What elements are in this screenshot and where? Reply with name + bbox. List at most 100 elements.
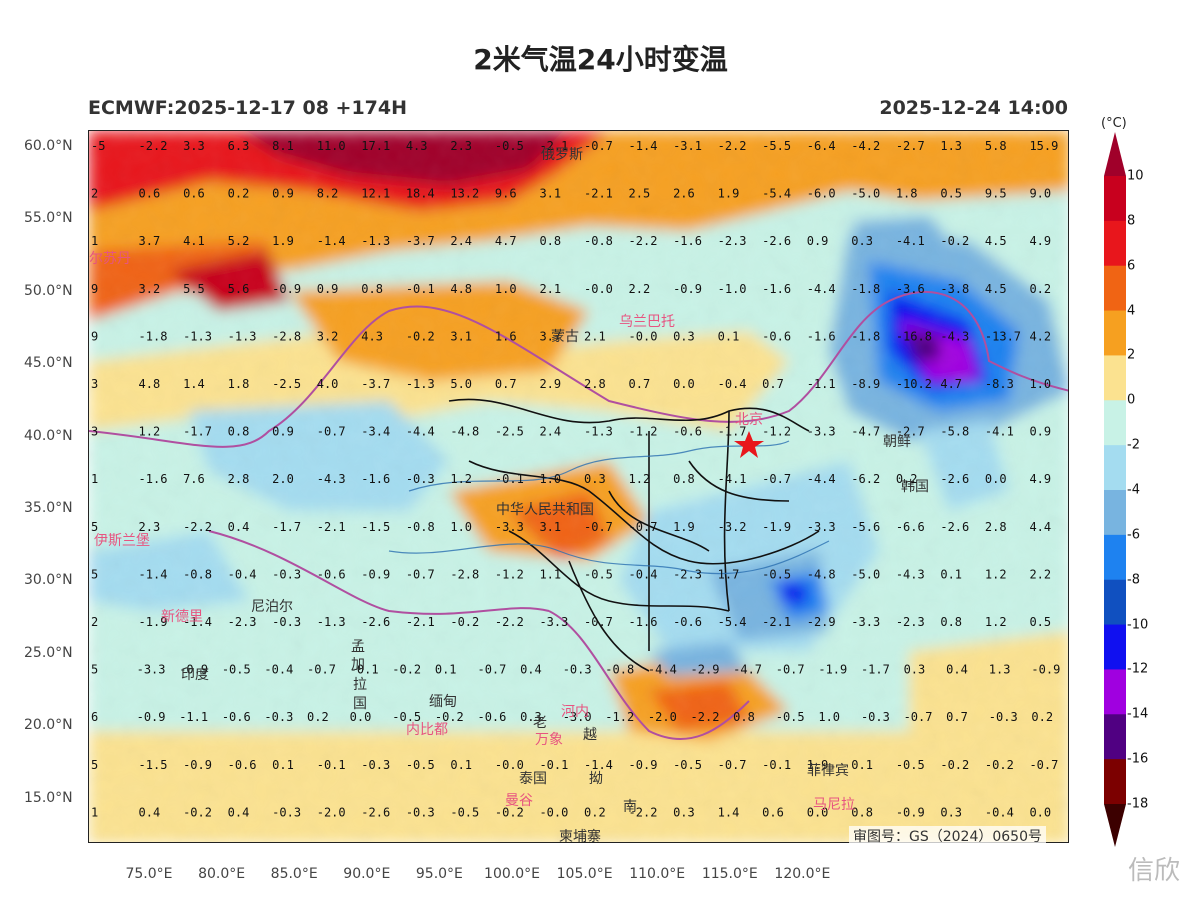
grid-value: -1.8 xyxy=(851,329,880,343)
grid-value: 15.9 xyxy=(1029,139,1058,153)
grid-value: 4.4 xyxy=(1029,520,1051,534)
grid-value: 9.5 xyxy=(985,187,1007,201)
lat-tick-label: 15.0°N xyxy=(24,789,73,806)
grid-value: 0.9 xyxy=(272,187,294,201)
grid-value: -4.4 xyxy=(406,425,435,439)
place-label: 拉 xyxy=(353,677,367,693)
grid-value: -0.5 xyxy=(495,139,524,153)
lon-tick-label: 110.0°E xyxy=(629,866,686,882)
grid-value: -0.7 xyxy=(584,139,613,153)
grid-value: -0.2 xyxy=(450,615,479,629)
lon-tick-label: 105.0°E xyxy=(556,866,613,882)
grid-value: 1.3 xyxy=(940,139,962,153)
grid-value: 4.7 xyxy=(940,377,962,391)
place-label: 国 xyxy=(353,696,367,712)
colorbar-band xyxy=(1104,579,1126,626)
grid-value: 0.9 xyxy=(272,425,294,439)
colorbar-band xyxy=(1104,490,1126,536)
colorbar-band xyxy=(1104,400,1126,446)
grid-value: 4.8 xyxy=(139,377,161,391)
colorbar-band xyxy=(1104,714,1126,760)
grid-value: -0.8 xyxy=(605,663,634,677)
grid-value: 4.5 xyxy=(985,282,1007,296)
grid-value: -5.0 xyxy=(851,187,880,201)
watermark: 信欣 xyxy=(1128,856,1181,886)
temperature-change-map[interactable]: -5 -2.2 3.3 6.3 8.1 11.0 17.1 4.3 2.3 -0.5 -2.1 -0.… xyxy=(89,131,1069,843)
grid-value: 0.2 xyxy=(896,472,918,486)
grid-value: -0.9 xyxy=(179,663,208,677)
grid-value: 1.0 xyxy=(495,282,517,296)
grid-value: -4.4 xyxy=(807,472,836,486)
grid-value: -0.7 xyxy=(1029,758,1058,772)
grid-value: 3 xyxy=(91,377,98,391)
place-label: 马尼拉 xyxy=(813,797,855,813)
grid-value: -1.3 xyxy=(317,615,346,629)
grid-value: 0.9 xyxy=(1029,425,1051,439)
grid-value: -0.4 xyxy=(985,805,1014,819)
grid-value: -0.1 xyxy=(495,472,524,486)
grid-value: -3.7 xyxy=(361,377,390,391)
grid-value: -1.8 xyxy=(139,329,168,343)
grid-value: -4.1 xyxy=(985,425,1014,439)
grid-value: 1 xyxy=(91,234,98,248)
grid-value: -0.6 xyxy=(477,710,506,724)
grid-value: 5 xyxy=(91,758,98,772)
grid-value: -2.3 xyxy=(718,234,747,248)
grid-value: -0.3 xyxy=(361,758,390,772)
grid-value: 12.1 xyxy=(361,187,390,201)
lon-tick-label: 120.0°E xyxy=(774,866,831,882)
grid-value: 9.6 xyxy=(495,187,517,201)
colorbar-band xyxy=(1104,624,1126,670)
grid-value: -1.4 xyxy=(584,758,613,772)
colorbar-band xyxy=(1104,310,1126,356)
colorbar-unit: (°C) xyxy=(1101,116,1127,131)
grid-value: 1.0 xyxy=(818,710,840,724)
grid-value: -5.6 xyxy=(851,520,880,534)
colorbar-level-label: -10 xyxy=(1127,617,1149,633)
lat-tick-label: 25.0°N xyxy=(24,644,73,661)
grid-value: 0.2 xyxy=(307,710,329,724)
grid-value: -1.3 xyxy=(228,329,257,343)
grid-value: -6.4 xyxy=(807,139,836,153)
grid-value: 0.2 xyxy=(228,187,250,201)
grid-value: -1.5 xyxy=(139,758,168,772)
grid-value: 0.1 xyxy=(940,567,962,581)
grid-value: -3.8 xyxy=(940,282,969,296)
colorbar-level-label: 6 xyxy=(1127,258,1136,274)
grid-value: 0.2 xyxy=(1029,282,1051,296)
colorbar-band xyxy=(1104,759,1126,805)
grid-value: 1.2 xyxy=(629,472,651,486)
grid-value: 4.5 xyxy=(985,234,1007,248)
place-label: 曼谷 xyxy=(505,793,533,809)
grid-value: 9 xyxy=(91,329,98,343)
province-borders xyxy=(448,398,820,672)
grid-value: -0.2 xyxy=(392,663,421,677)
grid-value: 0.0 xyxy=(350,710,372,724)
grid-value: 0.4 xyxy=(946,663,968,677)
grid-value: 0.9 xyxy=(317,282,339,296)
place-label: 内比都 xyxy=(406,722,448,738)
grid-value: 1.9 xyxy=(673,520,695,534)
grid-value: -0.5 xyxy=(776,710,805,724)
grid-value: 7.6 xyxy=(183,472,205,486)
grid-value: 3.7 xyxy=(539,329,561,343)
model-run-label: ECMWF:2025-12-17 08 +174H xyxy=(88,97,408,119)
grid-value: -0.7 xyxy=(317,425,346,439)
lat-tick-label: 30.0°N xyxy=(24,572,73,589)
grid-value: -4.8 xyxy=(450,425,479,439)
grid-value: -0.4 xyxy=(264,663,293,677)
grid-value: 0.5 xyxy=(940,187,962,201)
grid-value: 4.3 xyxy=(361,329,383,343)
place-label: 老 xyxy=(533,715,547,731)
grid-value: -4.3 xyxy=(317,472,346,486)
grid-value: -0.3 xyxy=(272,615,301,629)
grid-value: -2.2 xyxy=(718,139,747,153)
grid-value: 5 xyxy=(91,567,98,581)
map-panel[interactable]: -5 -2.2 3.3 6.3 8.1 11.0 17.1 4.3 2.3 -0.5 -2.1 -0.… xyxy=(88,130,1069,843)
grid-value: -1.9 xyxy=(818,663,847,677)
grid-value: -0.1 xyxy=(762,758,791,772)
lon-tick-label: 75.0°E xyxy=(125,866,173,882)
colorbar-level-label: 2 xyxy=(1127,347,1136,363)
grid-value: -2.0 xyxy=(648,710,677,724)
grid-value: 18.4 xyxy=(406,187,435,201)
